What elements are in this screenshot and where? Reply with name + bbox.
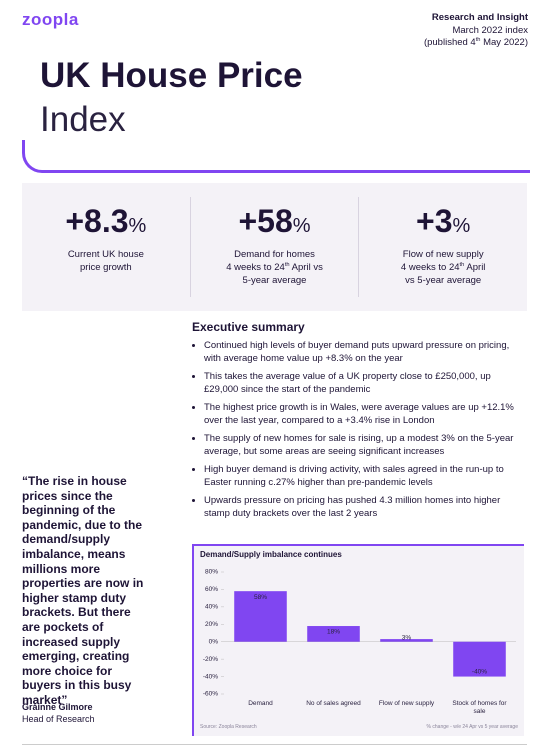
logo: zoopla [22,10,79,29]
stat-value: +3% [359,203,527,240]
quote-name: Gráinne Gilmore [22,702,93,712]
quote: “The rise in house prices since the begi… [22,474,144,707]
quote-role: Head of Research [22,714,95,724]
desc-line: Flow of new supply [359,248,527,261]
unit: % [292,215,311,237]
text: Current UK house [67,249,144,260]
text: (published 4 [423,37,476,48]
unit: % [452,215,471,237]
bullet: The highest price growth is in Wales, we… [204,402,527,427]
x-tick-label: No of sales agreed [306,700,361,707]
stats: +8.3% Current UK house price growth +58% Dem… [22,183,527,311]
stat-desc: Flow of new supply 4 weeks to 24th April v… [359,248,527,287]
number: +58 [238,203,293,239]
text: Demand for homes [234,249,315,260]
heading: Executive summary [192,320,305,334]
bullet: Upwards pressure on pricing has pushed 4… [204,495,527,520]
desc-line: 4 weeks to 24th April [359,261,527,274]
bullet: This takes the average value of a UK pro… [204,371,527,396]
text: 5-year average [242,275,307,286]
y-tick-label: -60% [203,691,218,698]
sup: th [284,261,290,268]
header-meta: Research and Insight March 2022 index (p… [424,12,528,50]
value-label: 58% [254,594,267,601]
text: May 2022) [480,37,528,48]
stat-value: +8.3% [22,203,190,240]
desc-line: 4 weeks to 24th April vs [191,261,359,274]
text: Flow of new supply [402,249,484,260]
number: +8.3 [65,203,129,239]
bar [307,626,360,642]
text: April [464,262,486,273]
desc-line: Demand for homes [191,248,359,261]
chart: 80% 60% 40% 20% 0% -20% -40% -60% 58% 18% 3% -40% D… [192,544,524,736]
chart-source: Source: Zoopla Research [200,724,257,730]
text: 4 weeks to 24 [400,262,460,273]
x-tick-label: Stock of homes for sale [452,700,507,715]
index-date: March 2022 index [452,24,528,36]
kicker: Research and Insight [431,12,528,23]
sup: th [459,261,465,268]
text: vs 5-year average [405,275,482,286]
stat-value: +58% [191,203,359,240]
stat: +8.3% Current UK house price growth [22,183,190,311]
y-tick-label: 80% [205,569,218,576]
bullet: High buyer demand is driving activity, w… [204,464,527,489]
desc-line: vs 5-year average [359,274,527,287]
sup: th [475,36,481,43]
y-tick-label: 60% [205,586,218,593]
value-label: 3% [402,634,412,641]
title-light: Index [40,100,126,139]
executive-summary: Executive summary Continued high levels … [192,320,527,526]
bar [380,639,433,642]
y-tick-label: 20% [205,621,218,628]
bar [234,591,287,642]
value-label: -40% [472,668,487,675]
desc-line: Current UK house [22,248,190,261]
y-tick-label: -20% [203,656,218,663]
x-tick-label: Flow of new supply [378,700,435,707]
published: (published 4th May 2022) [424,37,528,50]
bullets: Continued high levels of buyer demand pu… [192,340,527,520]
text: price growth [79,262,132,273]
unit: % [128,215,147,237]
chart-plot: 80% 60% 40% 20% 0% -20% -40% -60% 58% 18% 3% -40% [203,569,516,698]
stat-desc: Demand for homes 4 weeks to 24th April vs… [191,248,359,287]
stat-desc: Current UK house price growth [22,248,190,274]
stat: +58% Demand for homes 4 weeks to 24th Apri… [189,197,359,297]
value-label: 18% [327,629,340,636]
number: +3 [416,203,453,239]
y-tick-label: 40% [205,604,218,611]
chart-title: Demand/Supply imbalance continues [200,550,342,559]
rule [22,744,527,745]
y-tick-label: -40% [203,673,218,680]
x-tick-label: Demand [248,700,273,707]
bar [453,641,506,677]
y-tick-label: 0% [209,638,219,645]
chart-note: % change - w/e 24 Apr vs 5 year average [426,724,518,730]
text: April vs [289,262,323,273]
title: UK House Price [40,56,303,95]
stat: +3% Flow of new supply 4 weeks to 24th Apr… [358,197,527,297]
desc-line: price growth [22,261,190,274]
bullet: Continued high levels of buyer demand pu… [204,340,527,365]
text: 4 weeks to 24 [226,262,285,273]
bullet: The supply of new homes for sale is risi… [204,433,527,458]
desc-line: 5-year average [191,274,359,287]
header-frame [22,140,530,173]
